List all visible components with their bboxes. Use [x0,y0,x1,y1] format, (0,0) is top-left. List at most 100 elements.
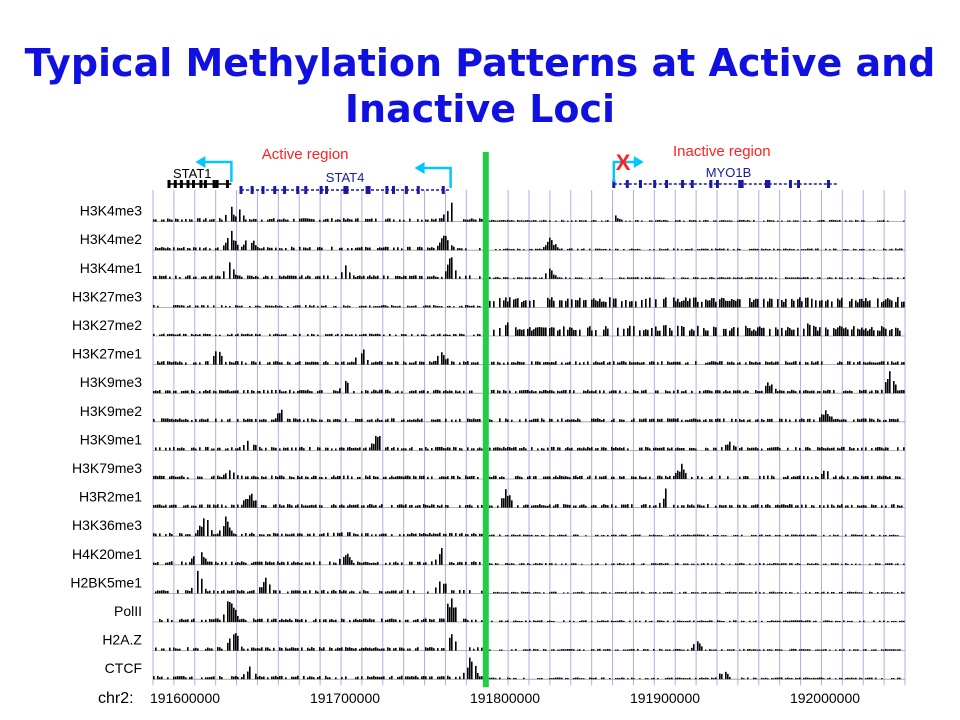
signal-bar [671,535,673,537]
signal-bar [195,247,197,251]
signal-bar [287,504,289,508]
signal-bar [169,532,171,537]
signal-bar [395,391,397,394]
signal-bar [287,447,289,451]
track-h3k4me1 [153,257,905,280]
signal-bar [269,218,271,222]
signal-bar [687,504,689,508]
signal-bar [561,390,563,394]
signal-bar [623,419,625,422]
signal-bar [543,219,545,222]
signal-bar [789,591,791,594]
signal-bar [397,361,399,365]
signal-bar [585,448,587,451]
signal-bar [697,249,699,251]
signal-bar [625,504,627,508]
signal-bar [523,534,525,537]
signal-bar [681,447,683,451]
signal-bar [709,592,711,594]
signal-bar [397,504,399,508]
signal-bar [281,391,283,394]
signal-bar [573,620,575,622]
signal-bar [819,220,821,222]
signal-bar [223,614,225,622]
signal-bar [289,648,291,651]
signal-bar [505,418,507,422]
signal-bar [781,299,783,308]
signal-bar [881,361,883,365]
signal-bar [213,448,215,451]
signal-bar [209,248,211,251]
signal-bar [627,649,629,651]
signal-bar [449,390,451,394]
signal-bar [661,418,663,422]
signal-bar [581,475,583,479]
signal-bar [429,505,431,508]
signal-bar [347,382,349,394]
signal-bar [883,300,885,308]
signal-bar [493,329,495,336]
signal-bar [471,390,473,394]
signal-bar [187,619,189,622]
signal-bar [515,476,517,479]
signal-bar [725,505,727,508]
signal-bar [385,619,387,622]
signal-bar [559,300,561,308]
signal-bar [235,534,237,537]
signal-bar [827,471,829,479]
signal-bar [409,306,411,308]
signal-bar [633,277,635,279]
signal-bar [189,275,191,279]
signal-bar [887,592,889,594]
signal-bar [851,277,853,279]
signal-bar [279,305,281,308]
signal-bar [771,591,773,594]
signal-bar [803,677,805,680]
signal-bar [651,220,653,222]
signal-bar [283,275,285,279]
signal-bar [521,362,523,365]
signal-bar [629,220,631,222]
signal-bar [711,677,713,680]
signal-bar [883,361,885,365]
signal-bar [173,390,175,394]
signal-bar [339,505,341,508]
signal-bar [807,323,809,336]
signal-bar [533,648,535,651]
signal-bar [617,447,619,451]
signal-bar [541,327,543,336]
signal-bar [529,535,531,537]
signal-bar [351,505,353,508]
signal-bar [215,418,217,422]
signal-bar [183,448,185,451]
signal-bar [881,591,883,594]
signal-bar [467,361,469,365]
signal-bar [199,419,201,422]
signal-bar [313,361,315,365]
signal-bar [737,563,739,565]
signal-bar [447,675,449,680]
signal-bar [365,390,367,394]
signal-bar [645,620,647,622]
signal-bar [543,390,545,394]
signal-bar [661,649,663,651]
signal-bar [301,390,303,394]
signal-bar [305,390,307,394]
signal-bar [481,620,483,622]
signal-bar [265,275,267,279]
signal-bar [213,590,215,594]
signal-bar [413,419,415,422]
signal-bar [711,391,713,394]
signal-bar [247,440,249,451]
signal-bar [447,603,449,622]
signal-bar [273,532,275,537]
signal-bar [455,447,457,451]
signal-bar [309,362,311,365]
signal-bar [511,500,513,508]
signal-bar [357,676,359,680]
signal-bar [313,419,315,422]
signal-bar [499,592,501,594]
signal-bar [519,534,521,537]
signal-bar [861,298,863,308]
signal-bar [169,505,171,508]
